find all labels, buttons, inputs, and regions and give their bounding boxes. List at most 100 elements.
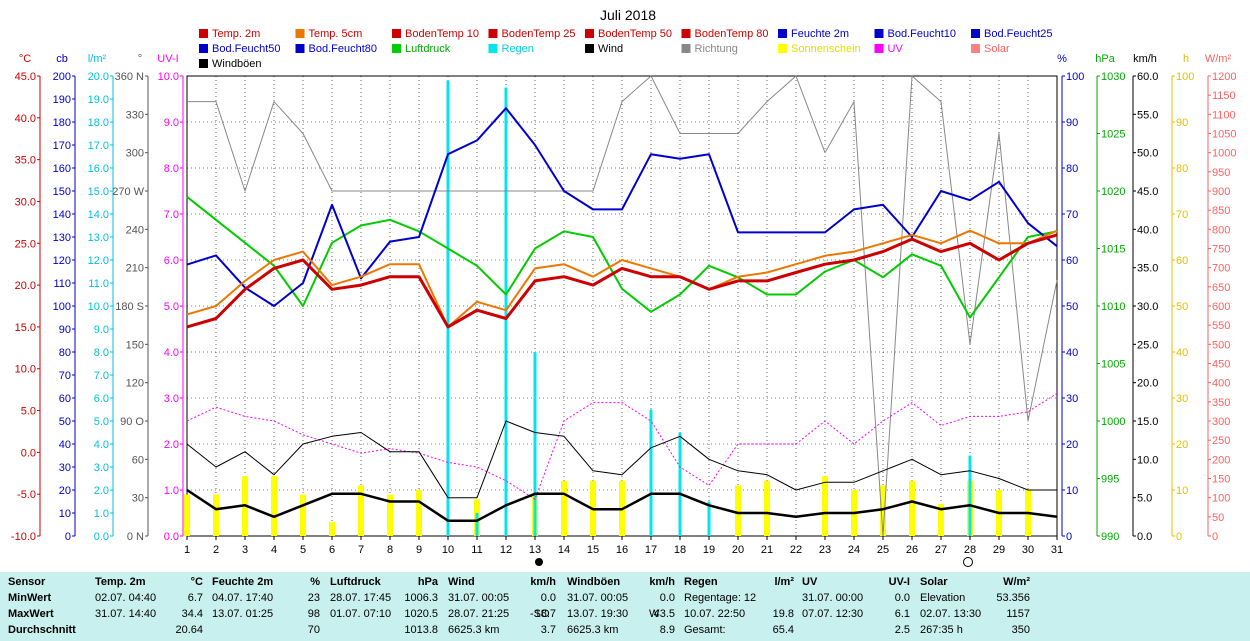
sunshine-bar — [300, 494, 306, 536]
x-tick-label: 19 — [703, 544, 715, 556]
stats-cell: Gesamt: — [684, 624, 726, 636]
stats-cell-dir: W — [649, 608, 660, 620]
axis-tick-label: 25.0 — [15, 238, 36, 250]
stats-row: 31.07. 00:00 0.0 — [802, 592, 910, 608]
axis-tick-label: 10 — [1176, 485, 1188, 497]
axis-tick-label: 45.0 — [15, 71, 36, 83]
series-line-temp-2m — [186, 233, 1058, 329]
x-tick-label: 23 — [819, 544, 831, 556]
axis-tick-label: 70 — [1066, 209, 1078, 221]
stats-column: Feuchte 2m% 04.07. 17:40 23 13.07. 01:25 98 7… — [212, 576, 320, 640]
series-line-richtung — [187, 75, 1058, 537]
axis-tick-label: 18.0 — [88, 117, 109, 129]
stats-header-unit: % — [310, 576, 320, 588]
stats-header-unit: km/h — [649, 576, 675, 588]
stats-header-label: Wind — [448, 576, 475, 588]
axis-tick-label: 700 — [1212, 263, 1230, 275]
stats-row: 2.5 — [802, 624, 910, 640]
axis-tick-label: 2.0 — [94, 485, 109, 497]
stats-value: 98 — [307, 608, 320, 620]
stats-row: MinWert — [8, 592, 88, 608]
chart-area: Juli 2018 Temp. 2m Temp. 5cm BodenTemp 10 B… — [11, 7, 1236, 567]
stats-cell: 31.07. 14:40 — [95, 608, 157, 620]
axis-tick-label: 17.0 — [88, 140, 109, 152]
axis-tick-label: 30 — [1066, 393, 1078, 405]
sunshine-bar — [909, 480, 915, 536]
stats-row: 02.07. 13:30 1157 — [920, 608, 1030, 624]
axis-tick-label: 20 — [1176, 439, 1188, 451]
stats-cell: 267:35 h — [920, 624, 963, 636]
x-tick-label: 12 — [500, 544, 512, 556]
stats-row: 267:35 h 350 — [920, 624, 1030, 640]
axis-tick-label: 4.0 — [94, 439, 109, 451]
axis-tick-label: 120 — [126, 378, 144, 390]
x-tick-label: 16 — [616, 544, 628, 556]
sunshine-bar — [387, 494, 393, 536]
stats-cell: Elevation — [920, 592, 966, 604]
legend-label: Windböen — [212, 58, 262, 70]
stats-row: MaxWert — [8, 608, 88, 624]
new-moon-icon — [535, 558, 543, 566]
stats-row: Regentage: 12 — [684, 592, 794, 608]
axis-tick-label: 7.0 — [94, 370, 109, 382]
axis-tick-label: -10.0 — [11, 531, 36, 543]
rain-bar — [504, 87, 508, 536]
axis-tick-label: 40 — [59, 439, 71, 451]
legend-swatch — [488, 44, 498, 53]
axis-tick-label: 90 — [1066, 117, 1078, 129]
x-tick-label: 21 — [761, 544, 773, 556]
axis-tick-label: 150 — [126, 339, 144, 351]
stats-row: 01.07. 07:10 1020.5 — [330, 608, 438, 624]
axis-tick-label: 160 — [53, 163, 71, 175]
axis-tick-label: 0 — [1212, 531, 1218, 543]
legend-label: BodenTemp 25 — [502, 28, 576, 40]
legend-swatch — [971, 44, 980, 53]
legend-swatch — [778, 44, 787, 53]
axis-tick-label: 50 — [1066, 301, 1078, 313]
x-tick-label: 17 — [645, 544, 657, 556]
axis-tick-label: 1030 — [1101, 71, 1125, 83]
axis-tick-label: 1010 — [1101, 301, 1125, 313]
stats-value: 1006.3 — [404, 592, 438, 604]
stats-cell: Regentage: 12 — [684, 592, 757, 604]
stats-value: 8.9 — [659, 624, 675, 636]
axis-l/m²: l/m² 20.0 19.0 18.0 17.0 16.0 15.0 14.0 13.0 12.0… — [88, 53, 114, 543]
stats-cell: MinWert — [8, 592, 52, 604]
axis-tick-label: 70 — [59, 370, 71, 382]
axis-tick-label: 1150 — [1212, 90, 1236, 102]
legend-label: Sonnenschein — [791, 43, 861, 55]
legend-swatch — [874, 29, 884, 38]
axis-tick-label: 100 — [53, 301, 71, 313]
stats-value: 18.7 — [534, 608, 556, 620]
axis-tick-label: 850 — [1212, 205, 1230, 217]
axis-tick-label: 6.0 — [164, 255, 179, 267]
stats-column: Temp. 2m °C 02.07. 04:40 6.7 31.07. 14:40 34.… — [95, 576, 203, 640]
x-tick-label: 13 — [529, 544, 541, 556]
axis-tick-label: 11.0 — [88, 278, 109, 290]
sunshine-bar — [329, 522, 335, 536]
axis-tick-label: 45.0 — [1137, 186, 1158, 198]
sunshine-bar — [416, 490, 422, 536]
axis-tick-label: 120 — [53, 255, 71, 267]
axis-tick-label: 40.0 — [1137, 224, 1158, 236]
axis-tick-label: 15.0 — [88, 186, 109, 198]
x-tick-label: 26 — [906, 544, 918, 556]
axis-tick-label: 300 — [1212, 416, 1230, 428]
series-line-temp-5cm — [186, 229, 1058, 328]
legend-label: Wind — [598, 43, 623, 55]
axis-cb: cb20019018017016015014013012011010090807… — [53, 53, 76, 543]
x-tick-label: 4 — [271, 544, 277, 556]
stats-cell: 13.07. 19:30 — [567, 608, 629, 620]
legend: Temp. 2m Temp. 5cm BodenTemp 10 BodenTemp 2… — [199, 28, 1053, 70]
x-tick-label: 7 — [358, 544, 364, 556]
axis-tick-label: 170 — [53, 140, 71, 152]
axis-tick-label: 130 — [53, 232, 71, 244]
stats-value: 3.7 — [540, 624, 556, 636]
sunshine-bar — [822, 476, 828, 536]
axis-tick-label: 10.0 — [88, 301, 109, 313]
stats-cell: 04.07. 17:40 — [212, 592, 274, 604]
stats-cell: 10.07. 22:50 — [684, 608, 746, 620]
x-tick-label: 18 — [674, 544, 686, 556]
legend-swatch — [295, 29, 305, 38]
